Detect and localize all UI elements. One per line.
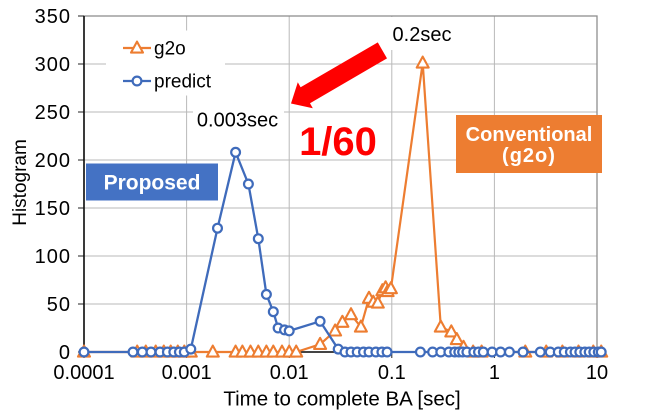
svg-text:350: 350	[35, 6, 71, 28]
svg-text:0.0001: 0.0001	[53, 362, 114, 384]
svg-text:Time to complete BA [sec]: Time to complete BA [sec]	[223, 388, 460, 411]
svg-text:0.01: 0.01	[270, 362, 309, 384]
svg-text:1: 1	[489, 362, 500, 384]
svg-text:150: 150	[35, 198, 71, 220]
svg-text:Conventional: Conventional	[466, 124, 593, 146]
svg-text:10: 10	[586, 362, 608, 384]
svg-text:Proposed: Proposed	[104, 172, 201, 195]
svg-text:g2o: g2o	[154, 39, 186, 60]
svg-text:0.1: 0.1	[378, 362, 406, 384]
svg-text:0.2sec: 0.2sec	[393, 24, 452, 46]
svg-text:1/60: 1/60	[299, 120, 377, 164]
svg-text:300: 300	[35, 54, 71, 76]
svg-text:0: 0	[59, 342, 71, 364]
svg-text:50: 50	[47, 294, 71, 316]
svg-text:Histogram: Histogram	[10, 139, 31, 226]
svg-text:0.003sec: 0.003sec	[197, 110, 278, 132]
svg-text:200: 200	[35, 150, 71, 172]
svg-text:(g2o): (g2o)	[502, 145, 556, 167]
svg-text:0.001: 0.001	[162, 362, 212, 384]
svg-text:predict: predict	[154, 72, 212, 93]
svg-text:250: 250	[35, 102, 71, 124]
svg-text:100: 100	[35, 246, 71, 268]
